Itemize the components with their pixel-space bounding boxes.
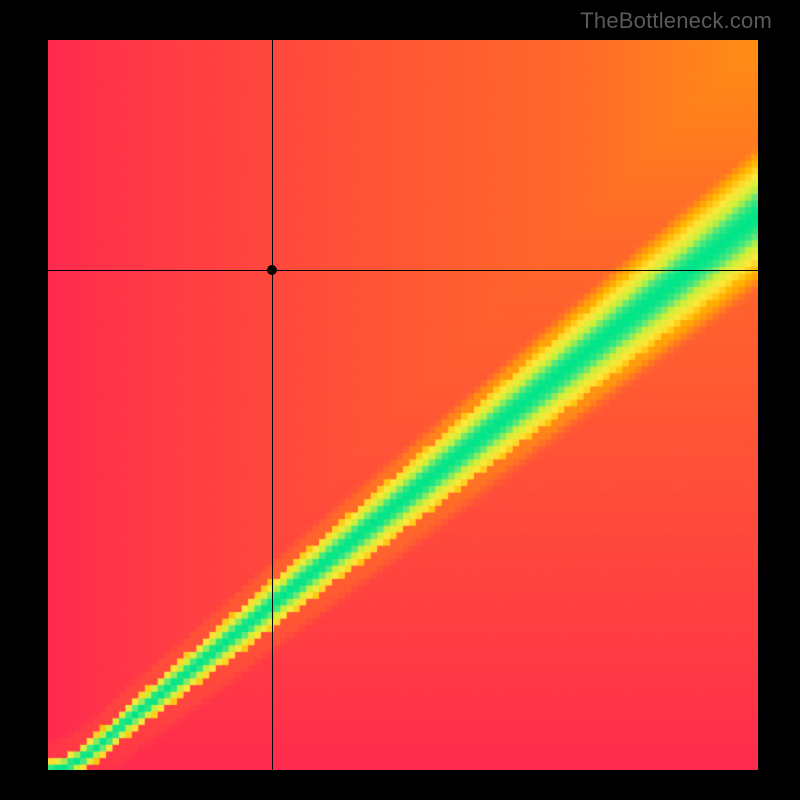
heatmap-plot [48, 40, 758, 770]
heatmap-canvas [48, 40, 758, 770]
watermark-text: TheBottleneck.com [580, 8, 772, 34]
